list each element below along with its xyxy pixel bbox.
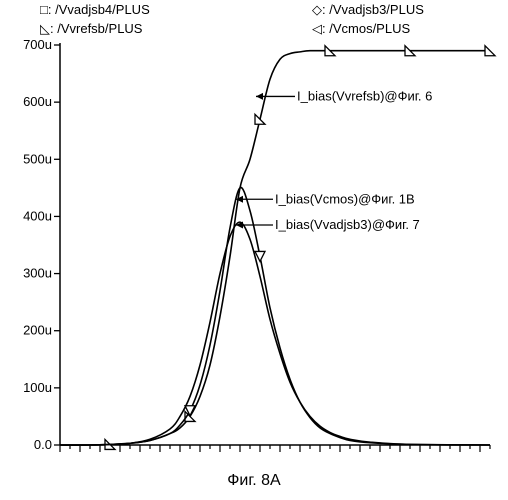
series-line-2 xyxy=(60,222,490,445)
figure-caption: Фиг. 8A xyxy=(0,472,508,490)
series-0-marker-5 xyxy=(485,46,495,56)
y-tick-label-5: 500u xyxy=(23,151,52,166)
y-tick-label-3: 300u xyxy=(23,266,52,281)
annotation-label-2: I_bias(Vvadjsb3)@Фиг. 7 xyxy=(275,217,420,232)
legend: □: /Vvadjsb4/PLUS ◇: /Vvadjsb3/PLUS ◺: /Vv… xyxy=(40,2,424,36)
legend-label-0: □: /Vvadjsb4/PLUS xyxy=(40,2,150,17)
legend-label-3: ◁: /Vcmos/PLUS xyxy=(312,21,410,36)
y-tick-label-7: 700u xyxy=(23,37,52,52)
y-tick-label-1: 100u xyxy=(23,380,52,395)
y-tick-label-4: 400u xyxy=(23,208,52,223)
legend-label-2: ◺: /Vvrefsb/PLUS xyxy=(40,21,143,36)
annotation-arrow-0 xyxy=(256,93,263,100)
series-line-0 xyxy=(60,51,490,445)
annotation-label-1: I_bias(Vcmos)@Фиг. 1B xyxy=(275,191,415,206)
annotations: I_bias(Vvrefsb)@Фиг. 6 I_bias(Vcmos)@Фиг.… xyxy=(236,88,432,232)
chart: □: /Vvadjsb4/PLUS ◇: /Vvadjsb3/PLUS ◺: /Vv… xyxy=(0,0,508,470)
y-tick-label-2: 200u xyxy=(23,323,52,338)
legend-label-1: ◇: /Vvadjsb3/PLUS xyxy=(312,2,424,17)
annotation-label-0: I_bias(Vvrefsb)@Фиг. 6 xyxy=(297,88,432,103)
y-tick-label-6: 600u xyxy=(23,94,52,109)
y-tick-label-0: 0.0 xyxy=(34,437,52,452)
series-0-marker-2 xyxy=(255,114,265,124)
series-group xyxy=(60,46,495,450)
